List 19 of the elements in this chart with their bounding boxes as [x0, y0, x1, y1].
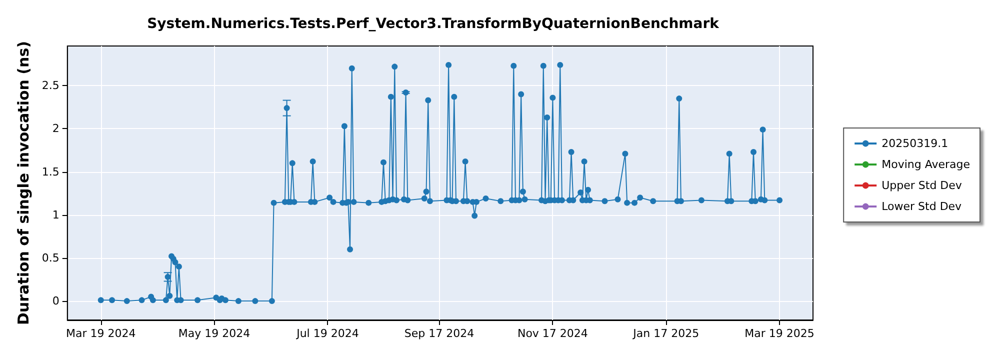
y-tick-label: 2 — [52, 122, 60, 136]
x-tick-label: Mar 19 2024 — [66, 327, 136, 340]
x-tick-label: Sep 17 2024 — [404, 327, 474, 340]
y-tick-label: 0.5 — [42, 251, 60, 264]
legend-label: Moving Average — [882, 158, 970, 171]
x-tick-label: Nov 17 2024 — [517, 327, 588, 340]
y-tick-label: 1.5 — [42, 165, 60, 178]
y-tick-label: 2.5 — [42, 79, 60, 92]
legend-label: Upper Std Dev — [882, 179, 962, 192]
x-tick-label: Mar 19 2025 — [744, 327, 814, 340]
legend-label: Lower Std Dev — [882, 200, 962, 213]
chart-title: System.Numerics.Tests.Perf_Vector3.TransformByQuaternionBenchmark — [147, 16, 720, 32]
x-tick-label: Jan 17 2025 — [632, 327, 700, 340]
y-axis-title: Duration of single invocation (ns) — [14, 41, 32, 325]
x-tick-label: May 19 2024 — [178, 327, 250, 340]
y-tick-label: 1 — [52, 208, 60, 222]
legend-label: 20250319.1 — [882, 137, 948, 150]
x-tick-label: Jul 19 2024 — [296, 327, 359, 340]
y-tick-label: 0 — [52, 294, 60, 308]
